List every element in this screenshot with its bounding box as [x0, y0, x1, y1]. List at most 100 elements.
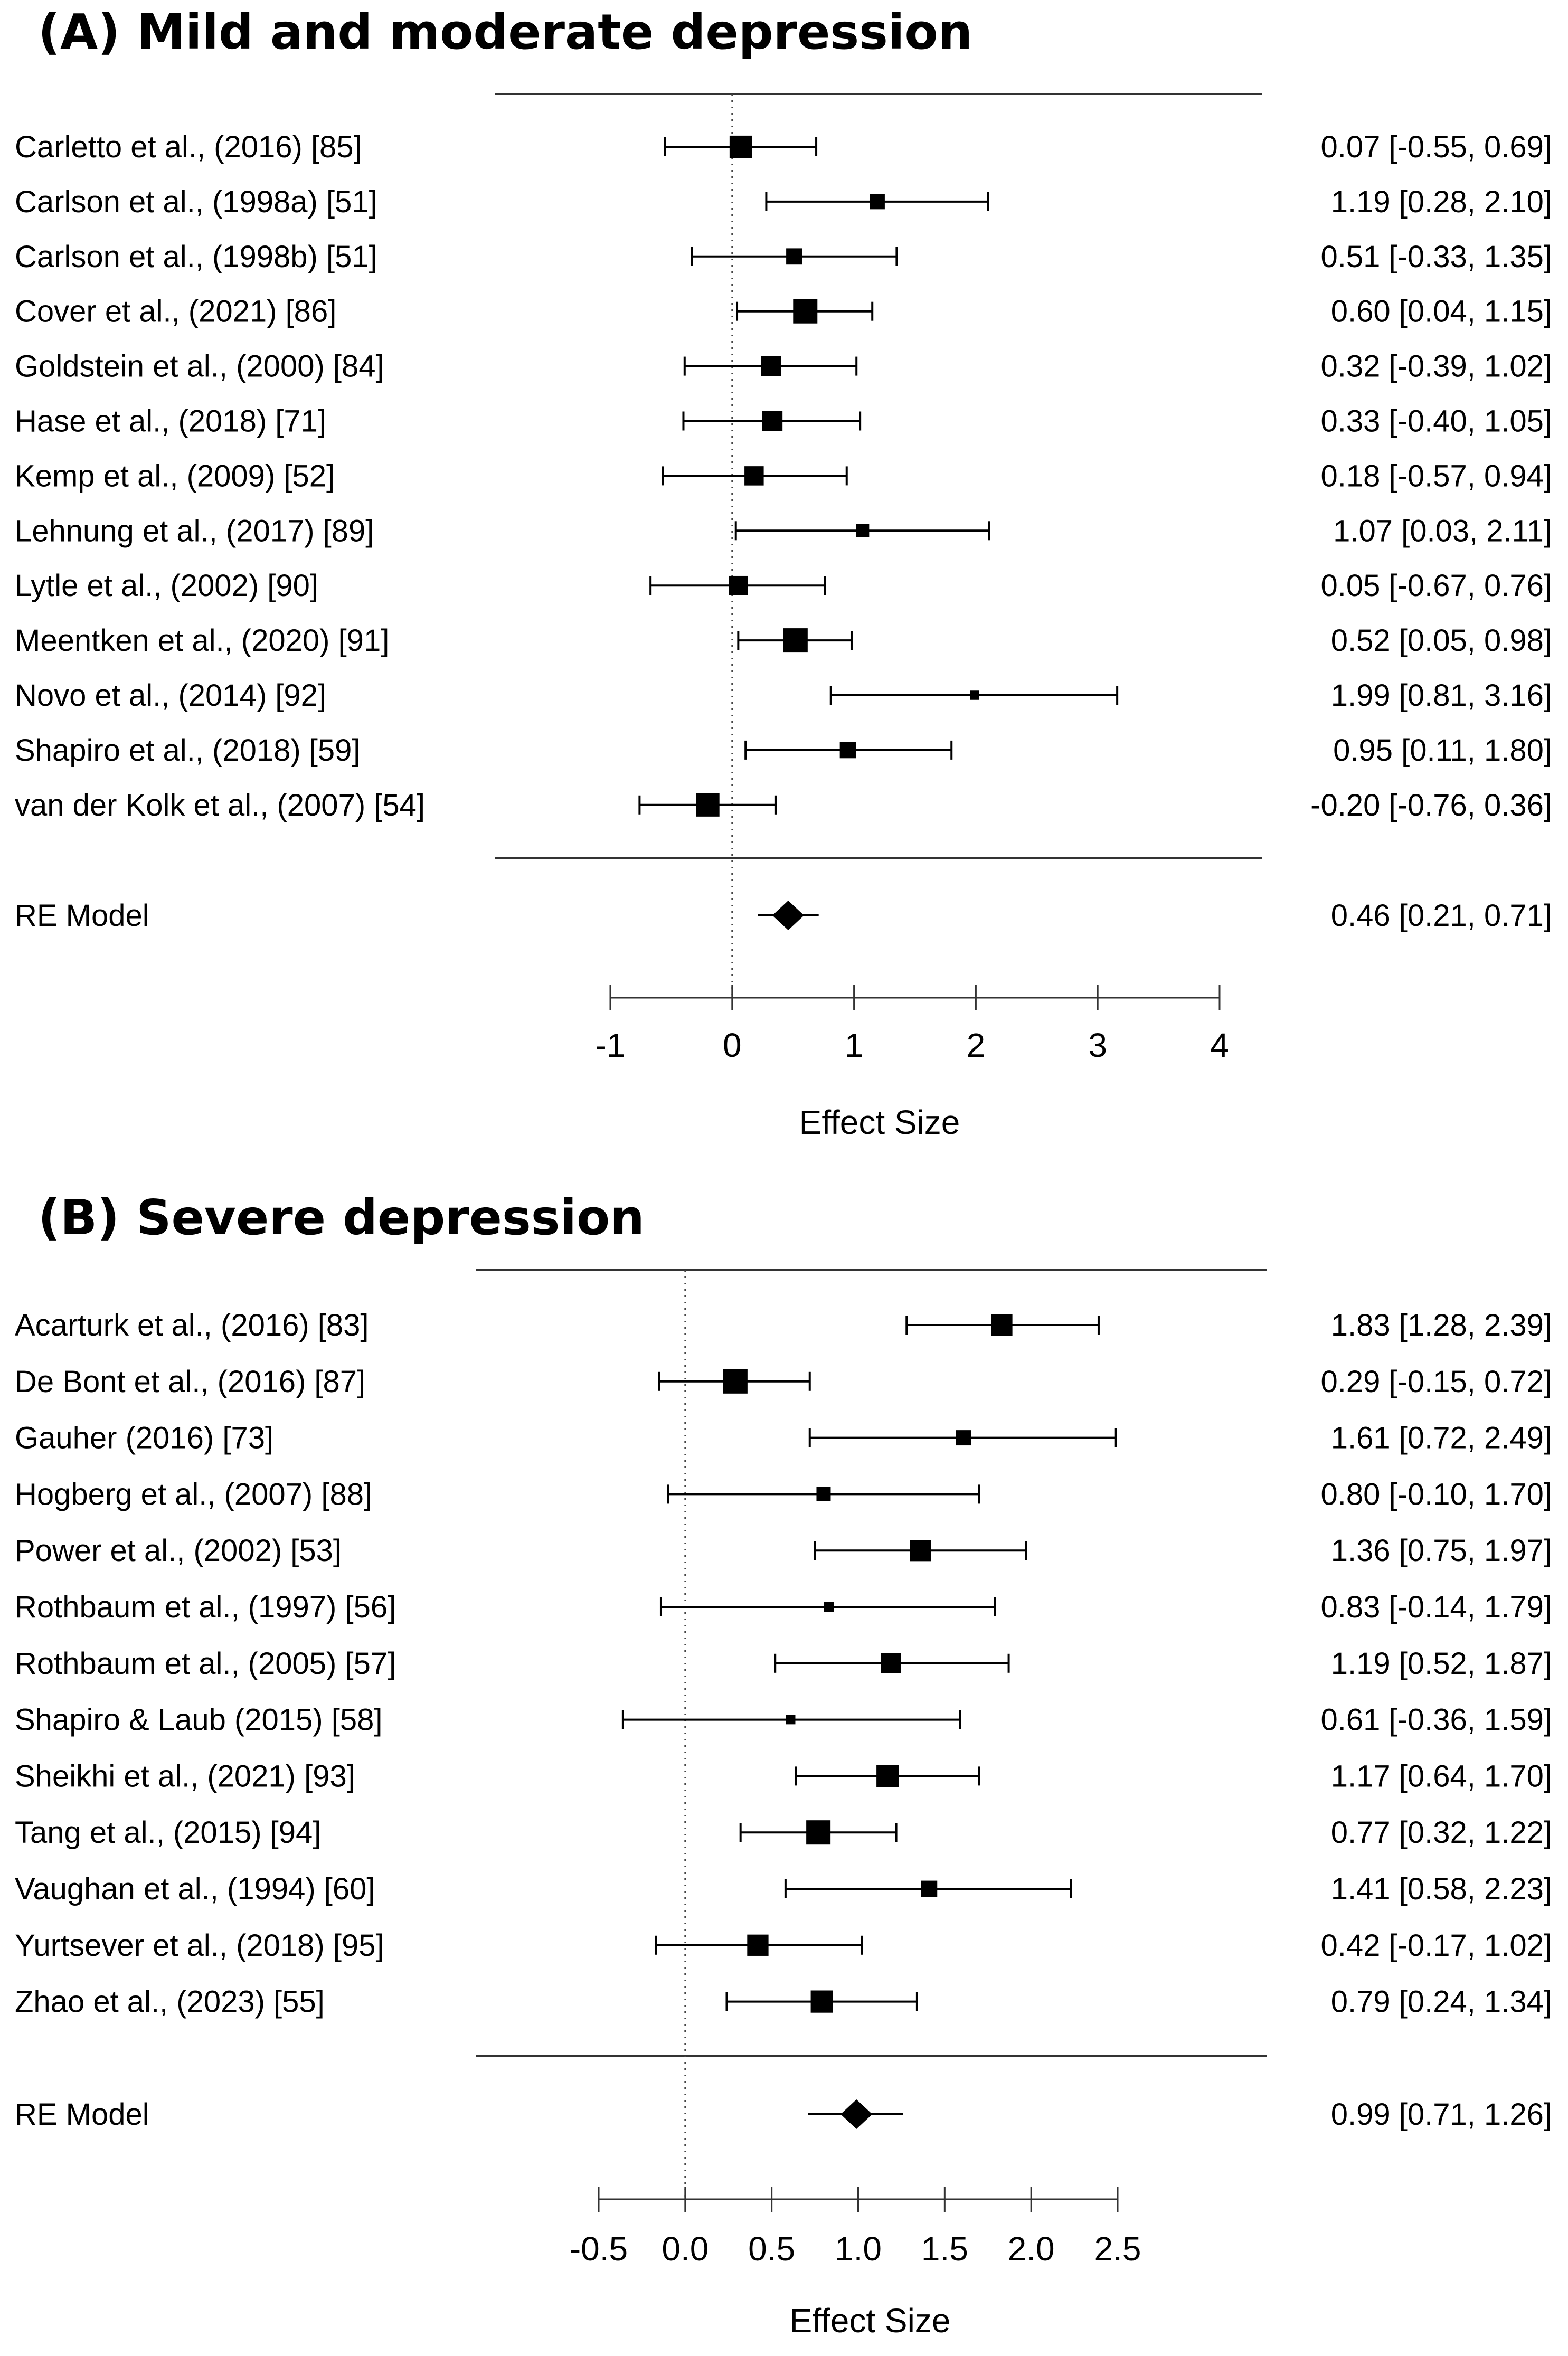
panel-a-point-estimate	[744, 466, 764, 486]
panel-a-study-label: Cover et al., (2021) [86]	[15, 295, 336, 329]
panel-a-study-label: Meentken et al., (2020) [91]	[15, 623, 389, 658]
panel-b-study-label: Vaughan et al., (1994) [60]	[15, 1872, 375, 1906]
panel-a-estimate-text: 0.05 [-0.67, 0.76]	[1320, 569, 1552, 603]
panel-a-point-estimate	[839, 742, 856, 759]
panel-a-estimate-text: 1.19 [0.28, 2.10]	[1331, 185, 1552, 219]
panel-b-point-estimate	[910, 1540, 931, 1562]
panel-a-estimate-text: 1.07 [0.03, 2.11]	[1333, 514, 1552, 548]
panel-a-study-label: Shapiro et al., (2018) [59]	[15, 733, 361, 768]
panel-b-estimate-text: 1.17 [0.64, 1.70]	[1331, 1759, 1552, 1793]
panel-b-study-label: Rothbaum et al., (2005) [57]	[15, 1647, 396, 1681]
panel-a-x-tick-label: 1	[845, 1026, 864, 1064]
panel-a-estimate-text: 0.32 [-0.39, 1.02]	[1320, 349, 1552, 384]
panel-a-study-label: van der Kolk et al., (2007) [54]	[15, 788, 425, 822]
panel-b-point-estimate	[810, 1990, 833, 2013]
panel-b-estimate-text: 0.83 [-0.14, 1.79]	[1320, 1590, 1552, 1624]
panel-b-estimate-text: 1.36 [0.75, 1.97]	[1331, 1534, 1552, 1568]
panel-a-x-axis-title: Effect Size	[799, 1103, 960, 1141]
panel-b-point-estimate	[956, 1430, 971, 1446]
panel-b-study-label: Power et al., (2002) [53]	[15, 1534, 342, 1568]
panel-a-estimate-text: 0.07 [-0.55, 0.69]	[1320, 130, 1552, 164]
panel-a-point-estimate	[696, 793, 720, 817]
panel-a-study-label: Carlson et al., (1998a) [51]	[15, 185, 377, 219]
panel-b-point-estimate	[876, 1765, 899, 1787]
panel-a-estimate-text: 0.18 [-0.57, 0.94]	[1320, 459, 1552, 493]
panel-a-point-estimate	[729, 135, 752, 158]
panel-b-summary-estimate-text: 0.99 [0.71, 1.26]	[1331, 2097, 1552, 2132]
panel-b-study-label: Shapiro & Laub (2015) [58]	[15, 1703, 382, 1737]
panel-b-point-estimate	[921, 1880, 938, 1897]
panel-a-estimate-text: 1.99 [0.81, 3.16]	[1331, 678, 1552, 713]
panel-a-study-label: Lytle et al., (2002) [90]	[15, 569, 318, 603]
panel-a-estimate-text: 0.52 [0.05, 0.98]	[1331, 623, 1552, 658]
panel-b-summary-diamond	[840, 2099, 873, 2129]
panel-b-study-label: Rothbaum et al., (1997) [56]	[15, 1590, 396, 1624]
panel-a-summary-label: RE Model	[15, 898, 149, 933]
panel-b-estimate-text: 1.41 [0.58, 2.23]	[1331, 1872, 1552, 1906]
panel-b-point-estimate	[747, 1934, 769, 1956]
panel-a-point-estimate	[729, 575, 748, 595]
panel-a-title: (A) Mild and moderate depression	[38, 4, 972, 60]
panel-b-estimate-text: 0.29 [-0.15, 0.72]	[1320, 1365, 1552, 1399]
panel-a-study-label: Carletto et al., (2016) [85]	[15, 130, 362, 164]
panel-b-x-tick-label: 2.0	[1008, 2230, 1055, 2268]
panel-a-estimate-text: 0.33 [-0.40, 1.05]	[1320, 404, 1552, 439]
panel-b-point-estimate	[991, 1314, 1013, 1336]
panel-a-study-label: Carlson et al., (1998b) [51]	[15, 240, 377, 274]
panel-b-point-estimate	[786, 1715, 796, 1725]
panel-b-estimate-text: 0.61 [-0.36, 1.59]	[1320, 1703, 1552, 1737]
panel-b-study-label: Tang et al., (2015) [94]	[15, 1815, 321, 1850]
panel-a-point-estimate	[793, 299, 818, 324]
panel-b-title: (B) Severe depression	[38, 1189, 645, 1246]
panel-a-x-tick-label: 4	[1210, 1026, 1229, 1064]
panel-a-x-tick-label: 0	[723, 1026, 742, 1064]
panel-b-study-label: Yurtsever et al., (2018) [95]	[15, 1928, 384, 1963]
panel-a-point-estimate	[761, 356, 781, 376]
panel-b-estimate-text: 1.19 [0.52, 1.87]	[1331, 1647, 1552, 1681]
panel-a-estimate-text: 0.95 [0.11, 1.80]	[1333, 733, 1552, 768]
panel-b-estimate-text: 1.83 [1.28, 2.39]	[1331, 1308, 1552, 1342]
panel-b-x-tick-label: 0.0	[662, 2230, 709, 2268]
panel-b-point-estimate	[881, 1653, 901, 1673]
panel-b-study-label: Gauher (2016) [73]	[15, 1421, 273, 1455]
panel-a-estimate-text: 0.51 [-0.33, 1.35]	[1320, 240, 1552, 274]
panel-b-summary-label: RE Model	[15, 2097, 149, 2132]
panel-b-point-estimate	[824, 1602, 834, 1612]
panel-a-estimate-text: -0.20 [-0.76, 0.36]	[1310, 788, 1552, 822]
panel-b-point-estimate	[806, 1820, 831, 1845]
panel-b-study-label: De Bont et al., (2016) [87]	[15, 1365, 365, 1399]
panel-a-study-label: Kemp et al., (2009) [52]	[15, 459, 335, 493]
panel-a-x-tick-label: -1	[596, 1026, 626, 1064]
panel-b-study-label: Zhao et al., (2023) [55]	[15, 1985, 325, 2019]
panel-a-study-label: Novo et al., (2014) [92]	[15, 678, 326, 713]
panel-a-study-label: Goldstein et al., (2000) [84]	[15, 349, 384, 384]
panel-a-study-label: Hase et al., (2018) [71]	[15, 404, 326, 439]
panel-b-estimate-text: 1.61 [0.72, 2.49]	[1331, 1421, 1552, 1455]
panel-b-estimate-text: 0.77 [0.32, 1.22]	[1331, 1815, 1552, 1850]
panel-a-point-estimate	[970, 690, 979, 700]
panel-b-study-label: Acarturk et al., (2016) [83]	[15, 1308, 369, 1342]
panel-a-summary-estimate-text: 0.46 [0.21, 0.71]	[1331, 898, 1552, 933]
panel-a-point-estimate	[870, 194, 885, 210]
panel-a-point-estimate	[783, 628, 808, 653]
panel-b-x-tick-label: 1.5	[921, 2230, 968, 2268]
panel-b-x-tick-label: 0.5	[748, 2230, 795, 2268]
panel-b-estimate-text: 0.42 [-0.17, 1.02]	[1320, 1928, 1552, 1963]
panel-b-x-axis-title: Effect Size	[790, 2302, 951, 2340]
panel-b-study-label: Sheikhi et al., (2021) [93]	[15, 1759, 355, 1793]
panel-a-x-tick-label: 2	[967, 1026, 986, 1064]
panel-a-study-label: Lehnung et al., (2017) [89]	[15, 514, 374, 548]
panel-a-summary-diamond	[772, 901, 804, 930]
panel-b-point-estimate	[816, 1487, 831, 1501]
panel-b-point-estimate	[723, 1369, 748, 1394]
panel-b-estimate-text: 0.80 [-0.10, 1.70]	[1320, 1477, 1552, 1511]
panel-a-x-tick-label: 3	[1088, 1026, 1107, 1064]
panel-b-x-tick-label: 2.5	[1094, 2230, 1141, 2268]
panel-b-study-label: Hogberg et al., (2007) [88]	[15, 1477, 372, 1511]
panel-b-x-tick-label: -0.5	[570, 2230, 628, 2268]
panel-a-point-estimate	[856, 524, 870, 537]
panel-a-point-estimate	[762, 411, 783, 431]
panel-a-estimate-text: 0.60 [0.04, 1.15]	[1331, 295, 1552, 329]
